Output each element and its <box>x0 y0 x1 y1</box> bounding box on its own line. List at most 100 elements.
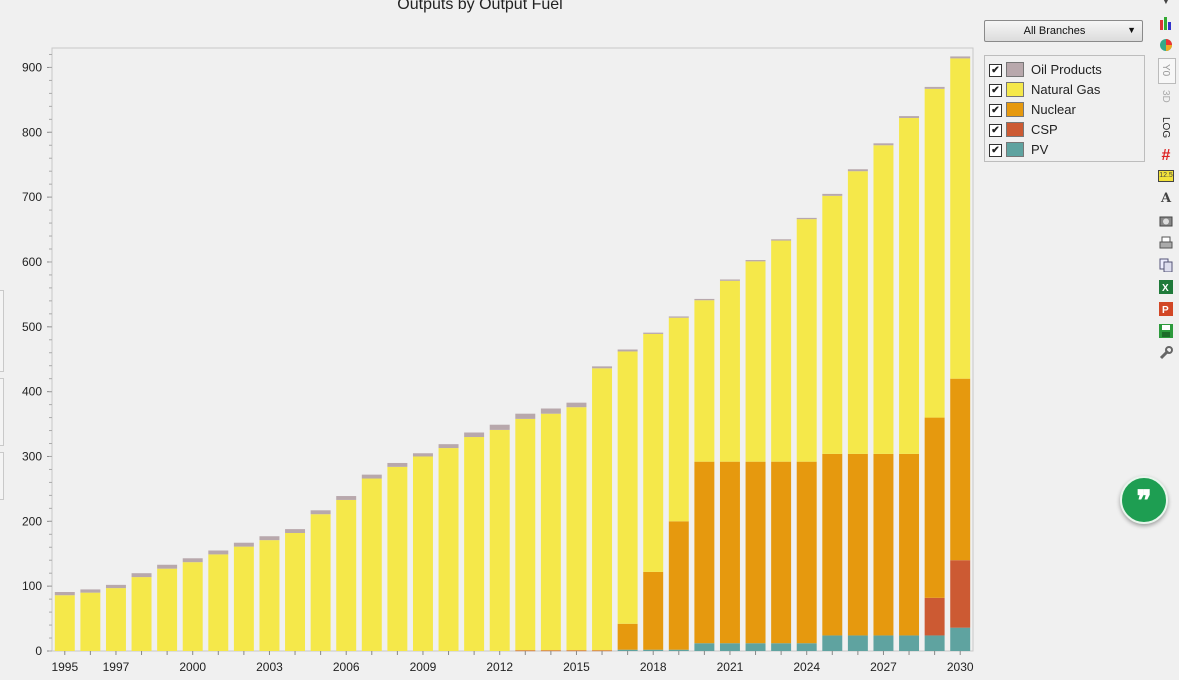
bar-segment <box>668 521 689 650</box>
bar-segment <box>822 635 843 651</box>
legend-checkbox[interactable]: ✔ <box>989 124 1002 137</box>
x-tick-label: 2018 <box>640 660 667 674</box>
bar-segment <box>899 453 920 636</box>
left-panel-tab[interactable] <box>0 452 4 500</box>
y-tick-label: 100 <box>22 579 42 593</box>
bar-segment <box>847 171 868 454</box>
bar-segment <box>847 635 868 651</box>
branch-dropdown[interactable]: All Branches ▼ <box>984 20 1143 42</box>
3d-toggle[interactable]: 3D <box>1160 90 1171 103</box>
bar-segment <box>745 261 766 462</box>
log-toggle[interactable]: LOG <box>1160 117 1171 139</box>
x-tick-label: 2006 <box>333 660 360 674</box>
chart-type-icon[interactable]: ▼ <box>1161 0 1171 7</box>
x-tick-label: 2024 <box>793 660 820 674</box>
bar-segment <box>515 650 536 652</box>
bar-segment <box>259 536 280 541</box>
excel-icon[interactable]: X <box>1158 280 1174 296</box>
bar-segment <box>105 584 126 589</box>
x-tick-label: 1995 <box>51 660 78 674</box>
pie-chart-icon[interactable] <box>1158 38 1174 54</box>
bar-segment <box>592 368 613 651</box>
bar-segment <box>822 193 843 196</box>
copy-icon[interactable] <box>1158 258 1174 274</box>
grid-icon[interactable]: # <box>1161 147 1171 164</box>
svg-text:X: X <box>1162 283 1169 294</box>
legend-label: Natural Gas <box>1031 82 1101 97</box>
bar-segment <box>80 589 101 593</box>
bar-segment <box>285 529 306 533</box>
legend-label: Nuclear <box>1031 102 1076 117</box>
bar-segment <box>387 466 408 651</box>
bar-segment <box>566 407 587 651</box>
bar-segment <box>310 514 331 651</box>
legend-label: CSP <box>1031 122 1058 137</box>
bar-segment <box>694 461 715 644</box>
bar-segment <box>464 432 485 438</box>
font-icon[interactable]: A <box>1160 191 1172 206</box>
bar-segment <box>515 413 536 419</box>
bar-segment <box>796 643 817 651</box>
bar-segment <box>643 333 664 572</box>
bar-segment <box>489 429 510 651</box>
bar-segment <box>950 560 971 628</box>
camera-icon[interactable] <box>1158 214 1174 230</box>
save-icon[interactable] <box>1158 324 1174 340</box>
x-tick-label: 2015 <box>563 660 590 674</box>
bar-segment <box>617 349 638 352</box>
bar-segment <box>592 650 613 652</box>
bar-segment <box>950 56 971 59</box>
y-tick-label: 900 <box>22 60 42 74</box>
left-panel-tab[interactable] <box>0 290 4 372</box>
powerpoint-icon[interactable]: P <box>1158 302 1174 318</box>
decimal-places-button[interactable]: 12.5 <box>1158 170 1174 182</box>
bar-segment <box>259 540 280 651</box>
left-panel-tab[interactable] <box>0 378 4 446</box>
chevron-down-icon: ▼ <box>1127 25 1136 35</box>
legend-checkbox[interactable]: ✔ <box>989 64 1002 77</box>
bar-segment <box>668 649 689 651</box>
bar-segment <box>771 239 792 241</box>
feedback-button[interactable]: ❞ <box>1120 476 1168 524</box>
bar-segment <box>847 169 868 172</box>
quote-icon: ❞ <box>1136 484 1152 517</box>
bar-segment <box>566 402 587 408</box>
bar-segment <box>157 568 178 651</box>
bar-segment <box>924 635 945 651</box>
legend-label: PV <box>1031 142 1049 157</box>
bar-segment <box>694 643 715 651</box>
legend-checkbox[interactable]: ✔ <box>989 144 1002 157</box>
bar-segment <box>387 462 408 467</box>
x-tick-label: 1997 <box>103 660 130 674</box>
bar-segment <box>873 635 894 651</box>
bar-segment <box>182 562 203 651</box>
bar-chart-icon[interactable] <box>1158 16 1174 32</box>
bar-segment <box>694 300 715 462</box>
y-tick-label: 700 <box>22 190 42 204</box>
legend-swatch <box>1006 102 1024 117</box>
bar-segment <box>899 116 920 119</box>
bar-segment <box>771 643 792 651</box>
bar-segment <box>617 649 638 651</box>
legend-swatch <box>1006 82 1024 97</box>
legend-checkbox[interactable]: ✔ <box>989 84 1002 97</box>
legend-swatch <box>1006 142 1024 157</box>
bar-segment <box>796 461 817 644</box>
bar-segment <box>668 317 689 522</box>
settings-icon[interactable] <box>1158 346 1174 362</box>
bar-segment <box>924 417 945 598</box>
plot-frame <box>51 47 974 652</box>
bar-segment <box>643 332 664 334</box>
x-tick-label: 2009 <box>410 660 437 674</box>
bar-segment <box>924 86 945 89</box>
bar-segment <box>822 453 843 636</box>
bar-segment <box>719 461 740 644</box>
bar-segment <box>54 595 75 651</box>
bar-segment <box>668 316 689 318</box>
print-icon[interactable] <box>1158 236 1174 252</box>
chart-plot: 0 100 200 300 400 500 600 700 800 900 1995 1997 2000… <box>22 47 974 674</box>
y0-toggle[interactable] <box>1158 58 1176 84</box>
bar-segment <box>540 413 561 651</box>
legend-checkbox[interactable]: ✔ <box>989 104 1002 117</box>
bar-segment <box>157 564 178 569</box>
